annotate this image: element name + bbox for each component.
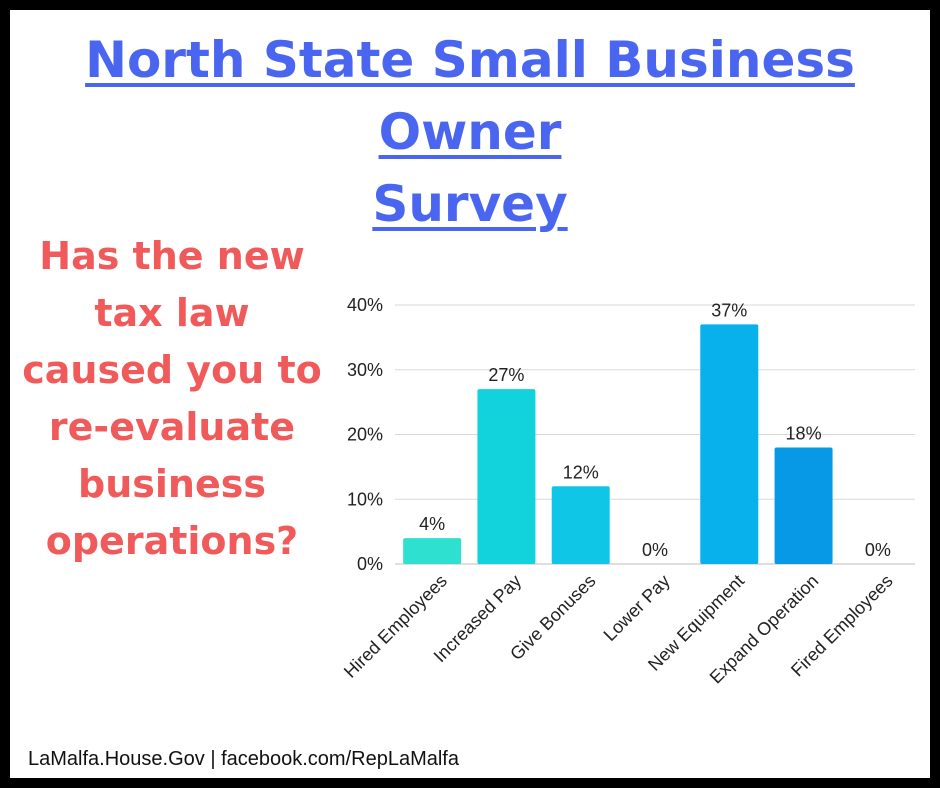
chart-bars <box>403 324 833 564</box>
survey-question: Has the new tax law caused you to re-eva… <box>12 228 332 570</box>
data-label: 27% <box>488 365 524 385</box>
y-tick-label: 20% <box>347 425 383 445</box>
footer-links: LaMalfa.House.Gov | facebook.com/RepLaMa… <box>28 748 459 770</box>
data-label: 4% <box>419 514 445 534</box>
question-line-5: business <box>78 462 266 506</box>
data-label: 12% <box>563 462 599 482</box>
question-line-2: tax law <box>94 291 250 335</box>
x-category-label: Lower Pay <box>600 571 674 645</box>
data-label: 0% <box>642 540 668 560</box>
bar-give-bonuses <box>551 486 610 564</box>
y-tick-label: 40% <box>347 295 383 315</box>
data-label: 0% <box>865 540 891 560</box>
bar-new-equipment <box>700 324 759 564</box>
x-category-label: Hired Employees <box>340 571 451 682</box>
question-line-6: operations? <box>45 519 299 563</box>
question-line-1: Has the new <box>39 234 305 278</box>
y-tick-label: 30% <box>347 360 383 380</box>
page-title: North State Small Business Owner Survey <box>10 24 930 240</box>
y-tick-label: 0% <box>357 554 383 574</box>
bar-chart: 0%10%20%30%40%4%Hired Employees27%Increa… <box>340 295 915 687</box>
infographic-card: North State Small Business Owner Survey … <box>10 10 930 778</box>
data-label: 37% <box>711 300 747 320</box>
title-line-2: Survey <box>372 175 568 233</box>
bar-expand-operation <box>774 447 833 564</box>
bar-hired-employees <box>403 538 462 564</box>
title-line-1: North State Small Business Owner <box>85 31 855 161</box>
question-line-3: caused you to <box>22 348 322 392</box>
chart-grid <box>395 304 915 565</box>
question-line-4: re-evaluate <box>48 405 296 449</box>
y-tick-label: 10% <box>347 489 383 509</box>
data-label: 18% <box>786 423 822 443</box>
bar-increased-pay <box>477 389 536 564</box>
